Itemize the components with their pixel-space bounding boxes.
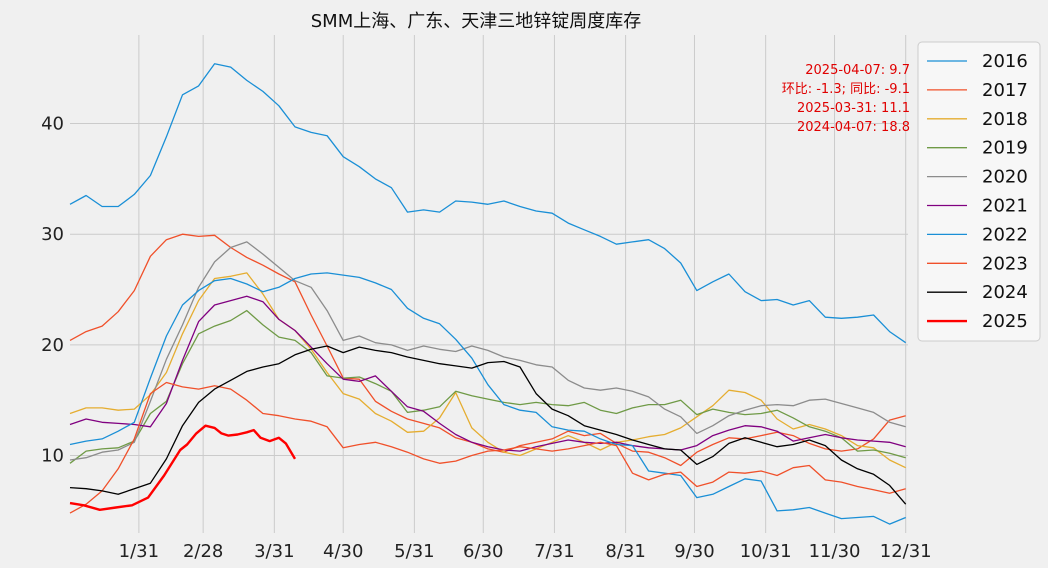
- series-line-2024: [69, 345, 907, 505]
- legend: 2016 2017 2018 2019 2020 2021 2022 2023 2024 2025: [917, 41, 1041, 342]
- y-tick-label: 30: [41, 224, 64, 245]
- annotation-line: 2025-04-07: 9.7: [805, 63, 910, 78]
- x-tick-label: 11/30: [809, 541, 861, 562]
- series-line-2020: [69, 241, 906, 461]
- x-tick-label: 2/28: [183, 541, 223, 562]
- annotation-line: 环比: -1.3; 同比: -9.1: [782, 82, 910, 97]
- legend-label-2022: 2022: [982, 224, 1028, 245]
- series-line-2022: [69, 272, 906, 525]
- x-tick-label: 5/31: [394, 541, 434, 562]
- series-line-2021: [69, 295, 906, 452]
- x-axis-ticks: 1/31 2/28 3/31 4/30 5/31 6/30 7/31 8/31 9/30 10/3…: [119, 541, 932, 562]
- annotation-box: 2025-04-07: 9.7 环比: -1.3; 同比: -9.1 2025-03…: [782, 63, 910, 135]
- series-line-2019: [69, 309, 906, 464]
- x-tick-label: 12/31: [880, 541, 932, 562]
- legend-frame: [917, 41, 1041, 342]
- chart-title: SMM上海、广东、天津三地锌锭周度库存: [311, 11, 642, 32]
- x-tick-label: 1/31: [119, 541, 159, 562]
- legend-label-2016: 2016: [982, 51, 1028, 72]
- x-tick-label: 7/31: [534, 541, 574, 562]
- x-tick-label: 3/31: [254, 541, 294, 562]
- series-line-2025: [69, 424, 297, 511]
- series-line-2016: [69, 63, 907, 344]
- legend-label-2025: 2025: [982, 311, 1028, 332]
- x-tick-label: 8/31: [605, 541, 645, 562]
- x-tick-label: 9/30: [674, 541, 714, 562]
- x-tick-label: 4/30: [323, 541, 363, 562]
- legend-label-2023: 2023: [982, 253, 1028, 274]
- legend-label-2024: 2024: [982, 282, 1028, 303]
- annotation-line: 2024-04-07: 18.8: [797, 120, 910, 135]
- y-axis-ticks: 10 20 30 40: [41, 114, 64, 467]
- legend-label-2020: 2020: [982, 167, 1028, 188]
- series-line-2018: [69, 272, 906, 469]
- x-tick-label: 10/31: [740, 541, 792, 562]
- series-lines: [69, 63, 907, 525]
- legend-label-2019: 2019: [982, 138, 1028, 159]
- series-line-2023: [69, 381, 906, 514]
- series-line-2017: [69, 233, 906, 467]
- y-tick-label: 20: [41, 335, 64, 356]
- legend-label-2018: 2018: [982, 109, 1028, 130]
- x-tick-label: 6/30: [463, 541, 503, 562]
- legend-label-2017: 2017: [982, 80, 1028, 101]
- y-tick-label: 40: [41, 114, 64, 135]
- y-tick-label: 10: [41, 446, 64, 467]
- annotation-line: 2025-03-31: 11.1: [797, 101, 910, 116]
- legend-label-2021: 2021: [982, 196, 1028, 217]
